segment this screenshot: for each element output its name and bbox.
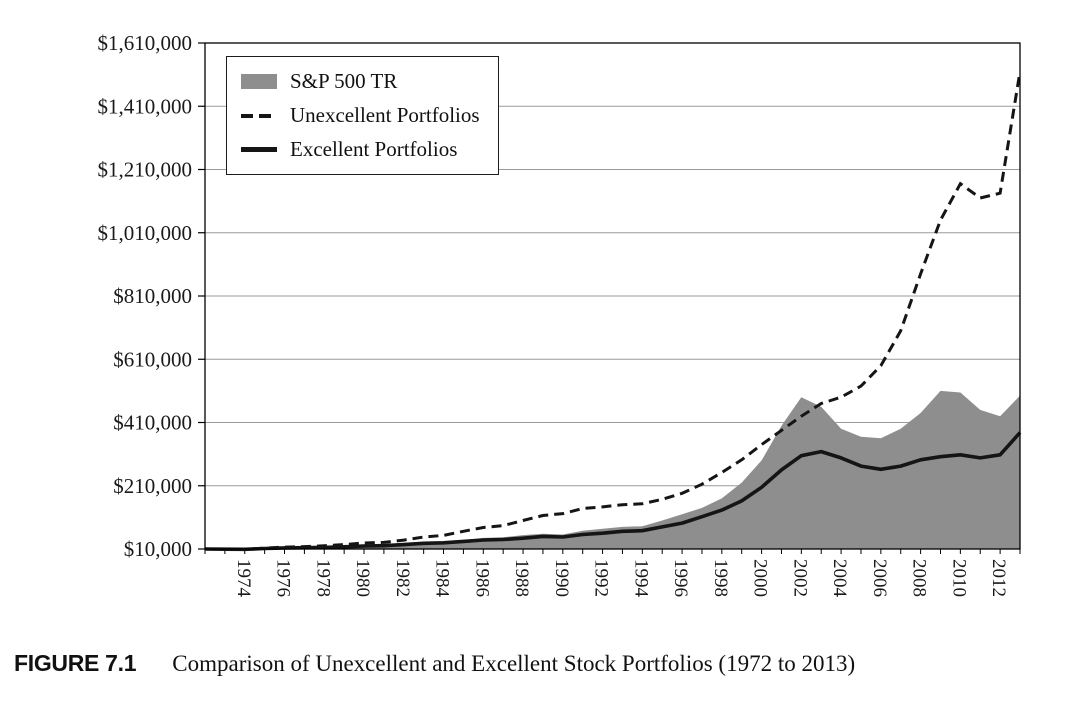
x-tick-label: 2002 <box>789 559 810 597</box>
y-tick-label: $1,610,000 <box>98 31 193 55</box>
x-tick-label: 1990 <box>551 559 572 597</box>
legend-item-excellent: Excellent Portfolios <box>241 137 480 162</box>
x-tick-label: 1996 <box>670 559 691 597</box>
y-tick-label: $1,410,000 <box>98 94 193 118</box>
unexcellent-dashed-series <box>204 71 1022 551</box>
plot-border <box>204 42 1021 550</box>
y-tick-label: $210,000 <box>113 474 192 498</box>
chart-legend: S&P 500 TR Unexcellent Portfolios Excell… <box>226 56 499 175</box>
portfolio-comparison-chart: $10,000 $210,000 $410,000 $610,000 $810,000 $… <box>98 31 1022 598</box>
y-tick-label: $610,000 <box>113 347 192 371</box>
x-tick-label: 2010 <box>948 559 969 597</box>
x-tick-label: 1984 <box>432 559 453 598</box>
x-tick-label: 1998 <box>710 559 731 597</box>
x-tick-label: 2006 <box>869 559 890 597</box>
solid-line-swatch-icon <box>241 147 277 152</box>
figure-caption-text: Comparison of Unexcellent and Excellent … <box>172 651 856 676</box>
x-tick-label: 1982 <box>392 559 413 597</box>
legend-label-unexcellent: Unexcellent Portfolios <box>290 103 480 127</box>
axes: $10,000 $210,000 $410,000 $610,000 $810,000 $… <box>98 31 1021 598</box>
x-tick-label: 1994 <box>630 559 651 598</box>
legend-label-sp500: S&P 500 TR <box>290 69 398 93</box>
dashed-line-swatch-icon <box>241 113 277 118</box>
x-tick-label: 2008 <box>909 559 930 597</box>
y-tick-label: $810,000 <box>113 284 192 308</box>
x-tick-label: 1986 <box>471 559 492 597</box>
area-swatch-icon <box>241 74 277 89</box>
legend-item-unexcellent: Unexcellent Portfolios <box>241 103 480 128</box>
y-tick-label: $10,000 <box>124 537 192 561</box>
chart-area: $10,000 $210,000 $410,000 $610,000 $810,000 $… <box>98 31 1022 598</box>
y-tick-label: $410,000 <box>113 411 192 435</box>
figure-caption: FIGURE 7.1 Comparison of Unexcellent and … <box>0 646 1072 682</box>
x-tick-label: 1976 <box>273 559 294 597</box>
figure-label: FIGURE 7.1 <box>14 650 137 676</box>
x-tick-label: 1992 <box>591 559 612 597</box>
sp500-area-series <box>205 390 1020 550</box>
x-tick-label: 1988 <box>511 559 532 597</box>
y-tick-label: $1,210,000 <box>98 158 193 182</box>
x-tick-label: 1978 <box>312 559 333 597</box>
x-tick-label: 2000 <box>750 559 771 597</box>
x-tick-label: 1974 <box>233 559 254 598</box>
excellent-solid-series <box>204 431 1022 552</box>
x-tick-label: 1980 <box>352 559 373 597</box>
legend-label-excellent: Excellent Portfolios <box>290 137 458 161</box>
legend-item-sp500: S&P 500 TR <box>241 69 480 94</box>
x-tick-label: 2012 <box>988 559 1009 597</box>
y-tick-label: $1,010,000 <box>98 221 193 245</box>
x-tick-label: 2004 <box>829 559 850 598</box>
